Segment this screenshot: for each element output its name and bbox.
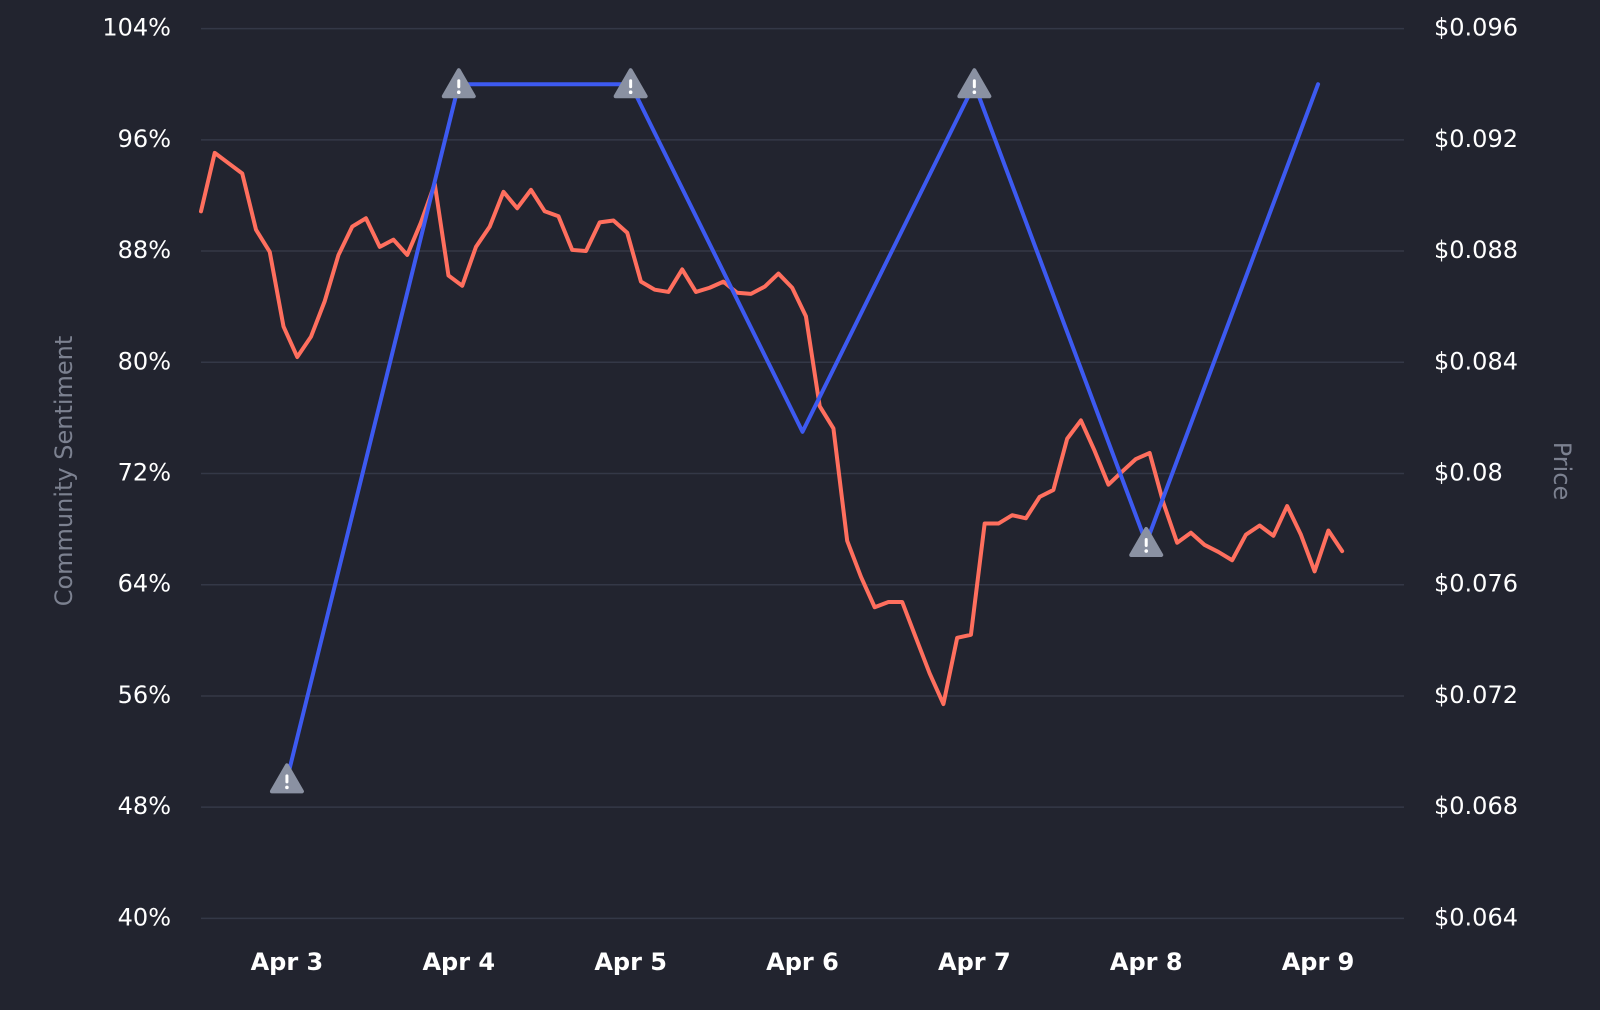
y2-tick-label: $0.096 [1434, 14, 1518, 42]
y2-tick-label: $0.072 [1434, 681, 1518, 709]
line-series [199, 150, 1345, 707]
y-tick-label: 56% [118, 681, 171, 709]
y2-tick-label: $0.08 [1434, 459, 1503, 487]
y2-tick-label: $0.068 [1434, 792, 1518, 820]
y2-tick-label: $0.092 [1434, 125, 1518, 153]
warning-marker [441, 68, 476, 99]
warning-bang [457, 79, 461, 89]
y-tick-label: 72% [118, 459, 171, 487]
x-tick-label: Apr 9 [1282, 948, 1355, 976]
y-axis-title: Community Sentiment [50, 336, 78, 607]
y-tick-label: 48% [118, 792, 171, 820]
warning-bang [972, 79, 976, 89]
y-tick-label: 40% [118, 903, 171, 931]
y2-tick-label: $0.088 [1434, 236, 1518, 264]
warning-dot [628, 90, 633, 95]
y-tick-label: 64% [118, 570, 171, 598]
y2-tick-label: $0.064 [1434, 903, 1518, 931]
warning-marker [269, 763, 304, 794]
x-tick-label: Apr 7 [938, 948, 1011, 976]
y-tick-label: 96% [118, 125, 171, 153]
y-tick-label: 104% [102, 14, 171, 42]
warning-dot [456, 90, 461, 95]
warning-marker [1129, 527, 1164, 558]
y-tick-label: 88% [118, 236, 171, 264]
x-tick-label: Apr 6 [766, 948, 839, 976]
y2-tick-label: $0.084 [1434, 347, 1518, 375]
warning-marker [957, 68, 992, 99]
warning-dot [1144, 549, 1149, 553]
y-tick-label: 80% [118, 347, 171, 375]
x-tick-label: Apr 3 [251, 948, 324, 976]
warning-bang [1144, 538, 1148, 548]
x-tick-label: Apr 5 [594, 948, 667, 976]
x-tick-label: Apr 8 [1110, 948, 1183, 976]
warning-dot [972, 90, 977, 95]
y2-tick-label: $0.076 [1434, 570, 1518, 598]
x-tick-label: Apr 4 [422, 948, 495, 976]
y2-axis-title: Price [1548, 442, 1576, 501]
warning-bang [629, 79, 633, 89]
warning-bang [285, 774, 289, 784]
warning-dot [285, 785, 289, 790]
warning-marker [613, 68, 648, 99]
